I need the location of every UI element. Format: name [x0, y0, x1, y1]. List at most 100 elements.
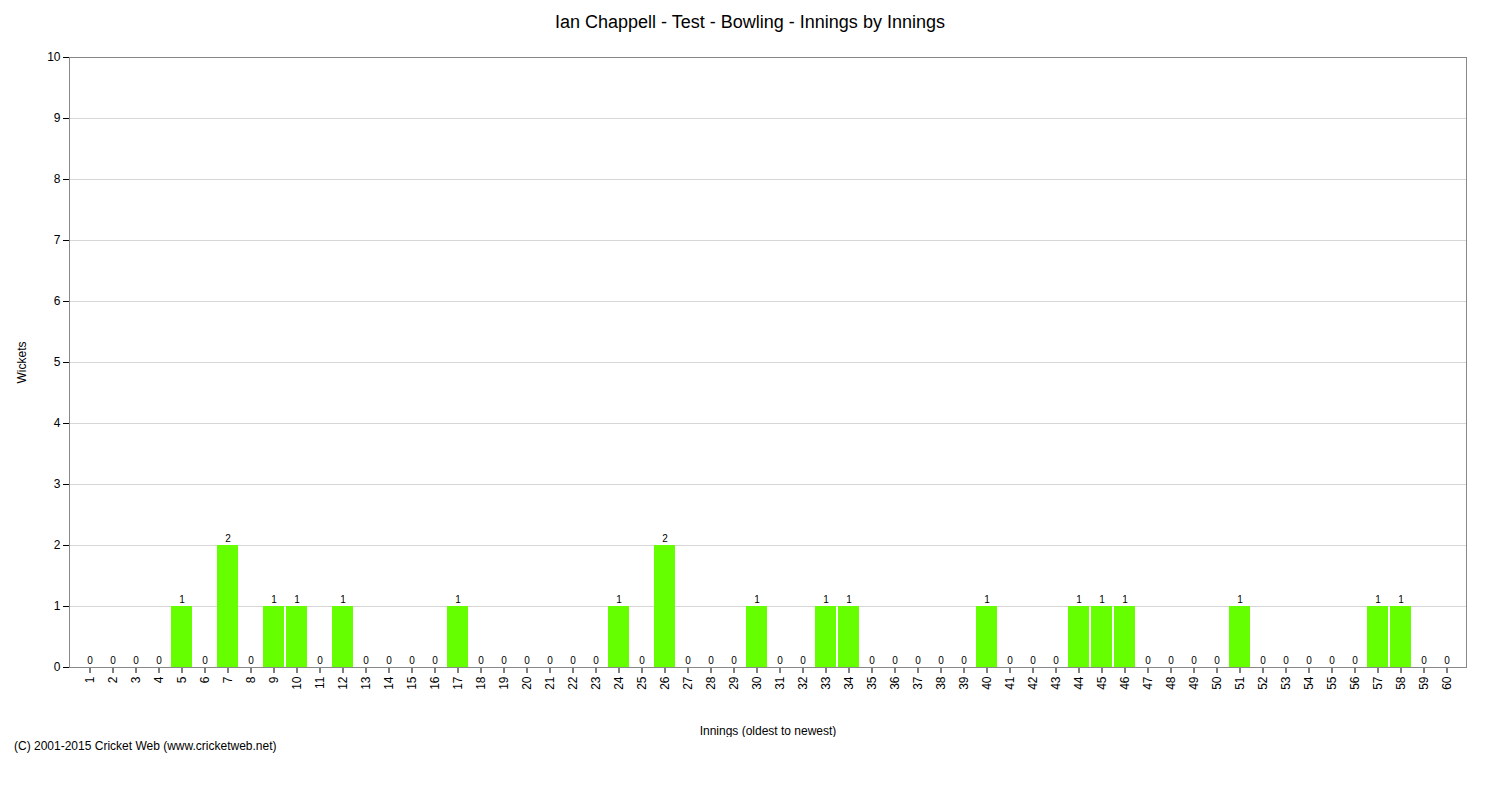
- svg-text:45: 45: [1095, 676, 1109, 690]
- svg-text:39: 39: [957, 676, 971, 690]
- svg-text:0: 0: [1260, 655, 1266, 666]
- svg-text:0: 0: [1168, 655, 1174, 666]
- svg-text:0: 0: [248, 655, 254, 666]
- svg-text:0: 0: [54, 660, 61, 674]
- svg-text:55: 55: [1325, 676, 1339, 690]
- svg-text:0: 0: [133, 655, 139, 666]
- svg-text:32: 32: [796, 676, 810, 690]
- svg-text:0: 0: [1053, 655, 1059, 666]
- svg-text:21: 21: [543, 676, 557, 690]
- svg-text:0: 0: [570, 655, 576, 666]
- svg-text:48: 48: [1164, 676, 1178, 690]
- svg-text:0: 0: [156, 655, 162, 666]
- svg-text:6: 6: [198, 676, 212, 683]
- svg-text:56: 56: [1348, 676, 1362, 690]
- svg-text:0: 0: [892, 655, 898, 666]
- svg-text:1: 1: [271, 594, 277, 605]
- svg-text:1: 1: [823, 594, 829, 605]
- svg-text:58: 58: [1394, 676, 1408, 690]
- svg-text:37: 37: [911, 676, 925, 690]
- svg-text:0: 0: [777, 655, 783, 666]
- svg-text:11: 11: [313, 676, 327, 689]
- svg-text:33: 33: [819, 676, 833, 690]
- svg-text:22: 22: [566, 676, 580, 690]
- svg-text:7: 7: [54, 233, 61, 247]
- svg-text:30: 30: [750, 676, 764, 690]
- svg-text:15: 15: [405, 676, 419, 690]
- svg-text:0: 0: [524, 655, 530, 666]
- svg-text:0: 0: [1444, 655, 1450, 666]
- svg-text:1: 1: [83, 676, 97, 683]
- svg-text:14: 14: [382, 676, 396, 690]
- svg-text:43: 43: [1049, 676, 1063, 690]
- svg-text:8: 8: [244, 676, 258, 683]
- svg-text:50: 50: [1210, 676, 1224, 690]
- svg-text:1: 1: [54, 599, 61, 613]
- svg-text:0: 0: [501, 655, 507, 666]
- svg-text:1: 1: [1122, 594, 1128, 605]
- svg-text:40: 40: [980, 676, 994, 690]
- svg-text:18: 18: [474, 676, 488, 690]
- svg-text:44: 44: [1072, 676, 1086, 690]
- svg-text:28: 28: [704, 676, 718, 690]
- svg-text:0: 0: [87, 655, 93, 666]
- svg-text:1: 1: [1099, 594, 1105, 605]
- svg-text:0: 0: [708, 655, 714, 666]
- svg-text:0: 0: [915, 655, 921, 666]
- svg-text:16: 16: [428, 676, 442, 690]
- svg-text:1: 1: [340, 594, 346, 605]
- svg-text:38: 38: [934, 676, 948, 690]
- svg-text:42: 42: [1026, 676, 1040, 690]
- svg-text:1: 1: [846, 594, 852, 605]
- svg-text:0: 0: [1191, 655, 1197, 666]
- svg-text:0: 0: [1145, 655, 1151, 666]
- svg-text:1: 1: [455, 594, 461, 605]
- svg-text:0: 0: [1306, 655, 1312, 666]
- svg-text:29: 29: [727, 676, 741, 690]
- svg-text:53: 53: [1279, 676, 1293, 690]
- svg-text:5: 5: [175, 676, 189, 683]
- svg-text:0: 0: [110, 655, 116, 666]
- svg-text:49: 49: [1187, 676, 1201, 690]
- svg-text:0: 0: [317, 655, 323, 666]
- svg-text:46: 46: [1118, 676, 1132, 690]
- svg-text:35: 35: [865, 676, 879, 690]
- svg-text:41: 41: [1003, 676, 1017, 690]
- svg-text:12: 12: [336, 676, 350, 690]
- svg-text:6: 6: [54, 294, 61, 308]
- svg-text:0: 0: [1283, 655, 1289, 666]
- svg-text:23: 23: [589, 676, 603, 690]
- svg-text:3: 3: [129, 676, 143, 683]
- svg-text:7: 7: [221, 676, 235, 683]
- svg-text:0: 0: [685, 655, 691, 666]
- svg-text:0: 0: [1329, 655, 1335, 666]
- svg-text:0: 0: [938, 655, 944, 666]
- svg-text:0: 0: [363, 655, 369, 666]
- svg-text:1: 1: [754, 594, 760, 605]
- svg-text:0: 0: [1352, 655, 1358, 666]
- svg-text:0: 0: [593, 655, 599, 666]
- svg-text:4: 4: [54, 416, 61, 430]
- svg-text:2: 2: [106, 676, 120, 683]
- svg-text:19: 19: [497, 676, 511, 690]
- svg-text:0: 0: [731, 655, 737, 666]
- svg-text:27: 27: [681, 676, 695, 690]
- svg-text:0: 0: [800, 655, 806, 666]
- svg-text:Wickets: Wickets: [15, 342, 29, 384]
- svg-text:1: 1: [179, 594, 185, 605]
- svg-text:24: 24: [612, 676, 626, 690]
- svg-text:9: 9: [54, 111, 61, 125]
- svg-text:13: 13: [359, 676, 373, 690]
- svg-text:26: 26: [658, 676, 672, 690]
- svg-text:57: 57: [1371, 676, 1385, 690]
- svg-text:10: 10: [47, 50, 61, 64]
- svg-text:31: 31: [773, 676, 787, 690]
- svg-text:54: 54: [1302, 676, 1316, 690]
- svg-text:1: 1: [1375, 594, 1381, 605]
- svg-text:0: 0: [961, 655, 967, 666]
- svg-text:3: 3: [54, 477, 61, 491]
- svg-text:47: 47: [1141, 676, 1155, 690]
- svg-text:0: 0: [202, 655, 208, 666]
- svg-text:51: 51: [1233, 676, 1247, 690]
- svg-text:0: 0: [547, 655, 553, 666]
